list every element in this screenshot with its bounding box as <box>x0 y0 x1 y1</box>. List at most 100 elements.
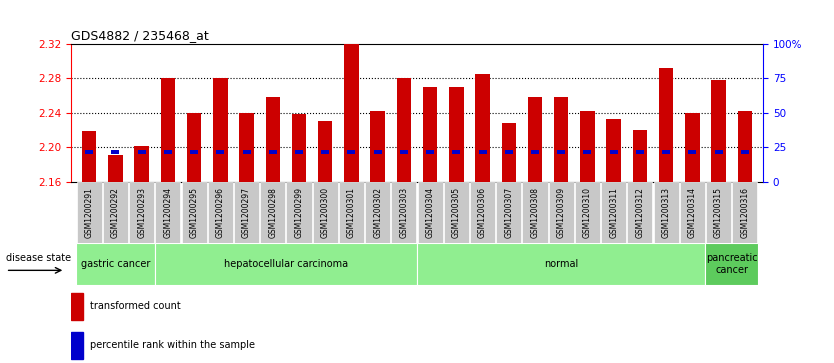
FancyBboxPatch shape <box>575 182 600 243</box>
Bar <box>711 80 726 182</box>
Text: GSM1200309: GSM1200309 <box>557 187 565 238</box>
Text: GDS4882 / 235468_at: GDS4882 / 235468_at <box>71 29 208 42</box>
Text: GSM1200295: GSM1200295 <box>189 187 198 238</box>
Bar <box>265 97 280 182</box>
Bar <box>112 151 119 154</box>
Bar <box>685 113 700 182</box>
Text: GSM1200305: GSM1200305 <box>452 187 461 238</box>
Bar <box>161 78 175 182</box>
Bar <box>318 121 333 182</box>
Bar <box>531 151 539 154</box>
Text: GSM1200304: GSM1200304 <box>425 187 435 238</box>
Bar <box>554 97 569 182</box>
FancyBboxPatch shape <box>234 182 259 243</box>
Text: hepatocellular carcinoma: hepatocellular carcinoma <box>224 259 348 269</box>
FancyBboxPatch shape <box>470 182 495 243</box>
FancyBboxPatch shape <box>155 182 180 243</box>
Bar <box>344 44 359 182</box>
Bar <box>737 111 752 182</box>
Text: disease state: disease state <box>6 253 71 263</box>
Text: pancreatic
cancer: pancreatic cancer <box>706 253 757 275</box>
Bar <box>528 97 542 182</box>
FancyBboxPatch shape <box>601 182 626 243</box>
Text: GSM1200307: GSM1200307 <box>505 187 513 238</box>
Text: transformed count: transformed count <box>90 301 181 311</box>
Bar <box>580 111 595 182</box>
Text: gastric cancer: gastric cancer <box>81 259 150 269</box>
FancyBboxPatch shape <box>365 182 390 243</box>
FancyBboxPatch shape <box>76 243 155 285</box>
FancyBboxPatch shape <box>549 182 574 243</box>
Bar <box>400 151 408 154</box>
Bar <box>85 151 93 154</box>
FancyBboxPatch shape <box>391 182 416 243</box>
Bar <box>715 151 722 154</box>
Bar <box>108 155 123 182</box>
Text: GSM1200314: GSM1200314 <box>688 187 697 238</box>
Bar <box>688 151 696 154</box>
Bar <box>190 151 198 154</box>
FancyBboxPatch shape <box>286 182 312 243</box>
Bar <box>71 293 83 320</box>
Text: GSM1200299: GSM1200299 <box>294 187 304 238</box>
Bar <box>633 130 647 182</box>
Bar <box>321 151 329 154</box>
Bar <box>374 151 382 154</box>
Bar <box>216 151 224 154</box>
Bar <box>348 151 355 154</box>
FancyBboxPatch shape <box>444 182 469 243</box>
Text: GSM1200303: GSM1200303 <box>399 187 409 238</box>
Text: GSM1200294: GSM1200294 <box>163 187 173 238</box>
Bar <box>397 78 411 182</box>
Text: GSM1200310: GSM1200310 <box>583 187 592 238</box>
FancyBboxPatch shape <box>208 182 233 243</box>
Bar <box>610 151 618 154</box>
FancyBboxPatch shape <box>103 182 128 243</box>
Bar <box>239 113 254 182</box>
Bar <box>557 151 565 154</box>
Bar <box>479 151 486 154</box>
Text: GSM1200291: GSM1200291 <box>85 187 93 238</box>
Text: GSM1200316: GSM1200316 <box>741 187 749 238</box>
Text: GSM1200312: GSM1200312 <box>636 187 645 238</box>
Text: GSM1200300: GSM1200300 <box>321 187 329 238</box>
Text: GSM1200297: GSM1200297 <box>242 187 251 238</box>
FancyBboxPatch shape <box>680 182 705 243</box>
FancyBboxPatch shape <box>155 243 417 285</box>
Text: GSM1200302: GSM1200302 <box>373 187 382 238</box>
Text: GSM1200311: GSM1200311 <box>609 187 618 238</box>
FancyBboxPatch shape <box>129 182 154 243</box>
Text: GSM1200298: GSM1200298 <box>269 187 277 238</box>
Bar <box>138 151 146 154</box>
FancyBboxPatch shape <box>654 182 679 243</box>
FancyBboxPatch shape <box>706 243 758 285</box>
Bar <box>423 87 437 182</box>
Text: GSM1200301: GSM1200301 <box>347 187 356 238</box>
Bar <box>243 151 250 154</box>
Text: GSM1200313: GSM1200313 <box>661 187 671 238</box>
Bar <box>370 111 384 182</box>
Text: percentile rank within the sample: percentile rank within the sample <box>90 340 255 350</box>
Bar <box>662 151 670 154</box>
Bar <box>426 151 434 154</box>
FancyBboxPatch shape <box>417 243 706 285</box>
Text: normal: normal <box>544 259 578 269</box>
Bar <box>475 74 490 182</box>
FancyBboxPatch shape <box>418 182 443 243</box>
Bar <box>134 146 149 182</box>
FancyBboxPatch shape <box>627 182 652 243</box>
Bar <box>659 68 673 182</box>
Bar <box>636 151 644 154</box>
Text: GSM1200292: GSM1200292 <box>111 187 120 238</box>
Bar <box>505 151 513 154</box>
Bar <box>82 131 97 182</box>
FancyBboxPatch shape <box>706 182 731 243</box>
Text: GSM1200293: GSM1200293 <box>137 187 146 238</box>
Bar <box>606 119 620 182</box>
FancyBboxPatch shape <box>313 182 338 243</box>
FancyBboxPatch shape <box>260 182 285 243</box>
Bar <box>164 151 172 154</box>
Bar <box>741 151 749 154</box>
Text: GSM1200315: GSM1200315 <box>714 187 723 238</box>
Bar <box>501 123 516 182</box>
